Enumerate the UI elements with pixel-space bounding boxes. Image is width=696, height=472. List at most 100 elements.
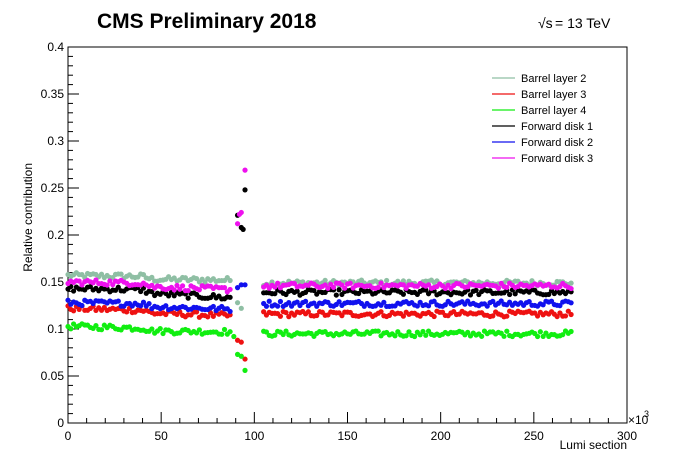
data-point [118,271,124,277]
data-point [272,332,278,338]
data-point [93,323,99,329]
data-point [210,313,216,319]
data-point [79,302,85,309]
data-point [336,299,342,305]
data-point [98,327,105,333]
data-point [375,284,381,290]
data-point [275,280,281,286]
data-point [423,332,429,338]
data-point [540,302,546,308]
data-point [234,221,241,227]
data-point [242,367,248,373]
data-point [149,274,155,280]
legend-label: Forward disk 2 [521,137,593,149]
x-tick-label: 100 [244,429,264,443]
data-point [414,303,420,309]
data-point [146,301,152,307]
y-tick-label: 0.25 [41,181,65,195]
data-point [179,283,186,289]
data-point [185,295,191,301]
y-tick-label: 0.15 [41,275,65,289]
data-point [384,277,390,284]
data-point [185,287,191,294]
data-point [420,328,426,335]
data-point [490,313,496,319]
data-point [242,282,248,288]
data-point [205,314,211,320]
data-point [378,309,384,315]
data-point [238,339,244,345]
data-point [275,303,281,309]
data-point [330,284,337,291]
data-point [336,287,342,293]
data-point [238,353,244,359]
x-tick-label: 200 [431,429,451,443]
data-point [280,331,286,338]
x-exponent-power: 3 [644,409,649,419]
legend-label: Barrel layer 2 [521,73,586,85]
x-tick-label: 50 [154,429,168,443]
energy-label: = 13 TeV [555,15,611,31]
data-point [70,308,77,314]
data-point [568,300,574,306]
legend-label: Barrel layer 4 [521,105,586,117]
data-point [231,333,237,340]
data-point [347,280,353,286]
data-point [325,285,331,291]
energy-symbol: √s [538,15,553,31]
data-point [68,326,74,332]
data-point [283,328,289,334]
data-point [568,328,574,335]
data-point [286,300,292,306]
data-point [160,330,166,337]
data-point [242,356,248,362]
series-barrel-layer-4 [65,321,574,373]
y-tick-label: 0 [57,416,64,430]
data-point [227,286,233,293]
data-point [546,291,552,297]
data-point [227,277,233,284]
data-point [339,313,345,319]
data-point [431,313,437,320]
data-point [283,309,289,316]
data-point [221,285,228,291]
data-point [568,311,574,318]
data-point [507,291,513,298]
data-point [93,277,99,283]
data-point [311,287,317,294]
data-point [110,282,116,288]
plot-frame [67,46,628,424]
data-point [242,187,248,193]
data-point [465,329,471,335]
data-point [425,303,432,309]
data-point [501,333,507,339]
data-point [305,309,311,315]
x-axis-label: Lumi section [560,438,627,452]
x-tick-label: 300 [617,429,637,443]
y-tick-label: 0.2 [47,228,64,242]
data-point [534,333,541,340]
data-point [342,285,348,291]
data-point [98,271,105,277]
data-point [302,298,309,304]
series-barrel-layer-3 [65,303,574,362]
data-point [196,287,202,293]
data-point [411,333,418,340]
data-point [314,312,320,319]
data-point [504,328,510,334]
data-point [484,303,490,309]
data-point [157,326,163,332]
legend-label: Forward disk 3 [521,153,593,165]
data-point [568,285,574,292]
data-point [504,284,510,290]
series-forward-disk-3 [65,167,574,295]
data-point [322,277,328,283]
data-point [526,299,532,305]
data-point [196,327,202,333]
data-point [406,329,412,335]
data-point [238,209,244,216]
data-point [400,291,406,297]
data-point [193,309,200,315]
data-point [431,298,437,304]
